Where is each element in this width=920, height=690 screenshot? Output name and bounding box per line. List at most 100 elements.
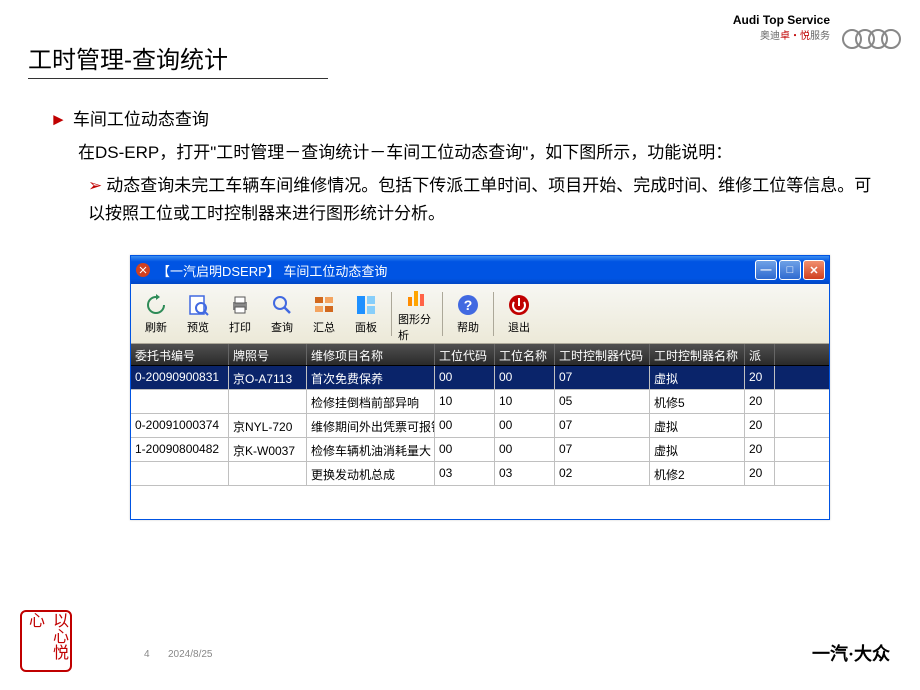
faw-vw-logo: 一汽·大众 <box>812 640 890 666</box>
table-cell: 00 <box>435 366 495 389</box>
search-icon <box>270 293 294 317</box>
table-cell: 20 <box>745 462 775 485</box>
toolbar-print-button[interactable]: 打印 <box>221 291 259 337</box>
window-title: 【一汽启明DSERP】 车间工位动态查询 <box>157 261 755 280</box>
table-row[interactable]: 0-20090900831京O-A7113首次免费保养000007虚拟20 <box>131 366 829 390</box>
table-cell: 检修车辆机油消耗量大 <box>307 438 435 461</box>
table-cell: 更换发动机总成 <box>307 462 435 485</box>
column-header[interactable]: 维修项目名称 <box>307 344 435 365</box>
panel-icon <box>354 293 378 317</box>
table-cell: 京O-A7113 <box>229 366 307 389</box>
column-header[interactable]: 委托书编号 <box>131 344 229 365</box>
title-underline <box>28 78 328 79</box>
table-row[interactable]: 0-20091000374京NYL-720维修期间外出凭票可报销000007虚拟… <box>131 414 829 438</box>
minimize-button[interactable]: — <box>755 260 777 280</box>
table-cell: 20 <box>745 414 775 437</box>
toolbar-label: 图形分析 <box>398 311 436 343</box>
table-row[interactable]: 1-20090800482京K-W0037检修车辆机油消耗量大000007虚拟2… <box>131 438 829 462</box>
table-cell <box>229 390 307 413</box>
bullet-level1: ►车间工位动态查询 <box>50 105 209 130</box>
toolbar-separator <box>391 292 392 336</box>
table-cell: 05 <box>555 390 650 413</box>
audi-branding: Audi Top Service 奥迪卓・悦服务 <box>733 13 830 42</box>
stamp-icon: 以心悦心 <box>20 610 72 672</box>
close-button[interactable]: ✕ <box>803 260 825 280</box>
table-cell: 1-20090800482 <box>131 438 229 461</box>
toolbar-label: 查询 <box>271 319 293 335</box>
toolbar: 刷新 预览 打印 查询 汇总 面板 图形分析? 帮助 退出 <box>131 284 829 344</box>
exit-icon <box>507 293 531 317</box>
maximize-button[interactable]: □ <box>779 260 801 280</box>
column-header[interactable]: 工时控制器代码 <box>555 344 650 365</box>
table-cell: 10 <box>435 390 495 413</box>
table-cell: 0-20090900831 <box>131 366 229 389</box>
column-header[interactable]: 派 <box>745 344 775 365</box>
table-cell: 00 <box>435 414 495 437</box>
column-header[interactable]: 工位代码 <box>435 344 495 365</box>
help-icon: ? <box>456 293 480 317</box>
table-cell: 03 <box>435 462 495 485</box>
toolbar-help-button[interactable]: ? 帮助 <box>449 291 487 337</box>
table-cell: 00 <box>495 414 555 437</box>
table-cell: 07 <box>555 438 650 461</box>
refresh-icon <box>144 293 168 317</box>
table-cell: 00 <box>435 438 495 461</box>
column-header[interactable]: 牌照号 <box>229 344 307 365</box>
table-cell: 京NYL-720 <box>229 414 307 437</box>
table-cell: 首次免费保养 <box>307 366 435 389</box>
preview-icon <box>186 293 210 317</box>
toolbar-refresh-button[interactable]: 刷新 <box>137 291 175 337</box>
toolbar-label: 帮助 <box>457 319 479 335</box>
table-cell: 10 <box>495 390 555 413</box>
table-cell: 0-20091000374 <box>131 414 229 437</box>
table-row[interactable]: 更换发动机总成030302机修220 <box>131 462 829 486</box>
toolbar-preview-button[interactable]: 预览 <box>179 291 217 337</box>
table-cell: 02 <box>555 462 650 485</box>
column-header[interactable]: 工位名称 <box>495 344 555 365</box>
toolbar-separator <box>442 292 443 336</box>
toolbar-label: 打印 <box>229 319 251 335</box>
table-cell: 20 <box>745 366 775 389</box>
table-cell: 机修5 <box>650 390 745 413</box>
table-cell: 20 <box>745 390 775 413</box>
sum-icon <box>312 293 336 317</box>
description-line: 在DS-ERP，打开"工时管理－查询统计－车间工位动态查询"，如下图所示，功能说… <box>78 138 732 163</box>
table-cell: 03 <box>495 462 555 485</box>
toolbar-label: 预览 <box>187 319 209 335</box>
table-cell: 07 <box>555 414 650 437</box>
toolbar-exit-button[interactable]: 退出 <box>500 291 538 337</box>
bullet-level2: ➢动态查询未完工车辆车间维修情况。包括下传派工单时间、项目开始、完成时间、维修工… <box>88 172 880 228</box>
erp-window: 【一汽启明DSERP】 车间工位动态查询 — □ ✕ 刷新 预览 打印 查询 汇总 面板 图… <box>130 255 830 520</box>
toolbar-sum-button[interactable]: 汇总 <box>305 291 343 337</box>
toolbar-chart-button[interactable]: 图形分析 <box>398 283 436 345</box>
slide-title: 工时管理-查询统计 <box>28 40 228 75</box>
toolbar-separator <box>493 292 494 336</box>
page-number: 4 <box>144 649 150 660</box>
table-cell: 虚拟 <box>650 414 745 437</box>
toolbar-panel-button[interactable]: 面板 <box>347 291 385 337</box>
table-cell: 京K-W0037 <box>229 438 307 461</box>
table-header: 委托书编号牌照号维修项目名称工位代码工位名称工时控制器代码工时控制器名称派 <box>131 344 829 366</box>
print-icon <box>228 293 252 317</box>
table-cell: 虚拟 <box>650 438 745 461</box>
table-cell: 检修挂倒档前部异响 <box>307 390 435 413</box>
audi-rings-icon <box>842 28 902 50</box>
app-icon <box>135 262 151 278</box>
titlebar: 【一汽启明DSERP】 车间工位动态查询 — □ ✕ <box>131 256 829 284</box>
toolbar-search-button[interactable]: 查询 <box>263 291 301 337</box>
table-row[interactable]: 检修挂倒档前部异响101005机修520 <box>131 390 829 414</box>
table-cell: 机修2 <box>650 462 745 485</box>
column-header[interactable]: 工时控制器名称 <box>650 344 745 365</box>
toolbar-label: 面板 <box>355 319 377 335</box>
table-cell: 维修期间外出凭票可报销 <box>307 414 435 437</box>
chart-icon <box>405 285 429 309</box>
toolbar-label: 刷新 <box>145 319 167 335</box>
toolbar-label: 汇总 <box>313 319 335 335</box>
toolbar-label: 退出 <box>508 319 530 335</box>
table-cell: 07 <box>555 366 650 389</box>
table-cell: 虚拟 <box>650 366 745 389</box>
table-cell <box>131 390 229 413</box>
data-table: 委托书编号牌照号维修项目名称工位代码工位名称工时控制器代码工时控制器名称派 0-… <box>131 344 829 486</box>
footer-date: 2024/8/25 <box>168 649 213 660</box>
table-cell: 20 <box>745 438 775 461</box>
